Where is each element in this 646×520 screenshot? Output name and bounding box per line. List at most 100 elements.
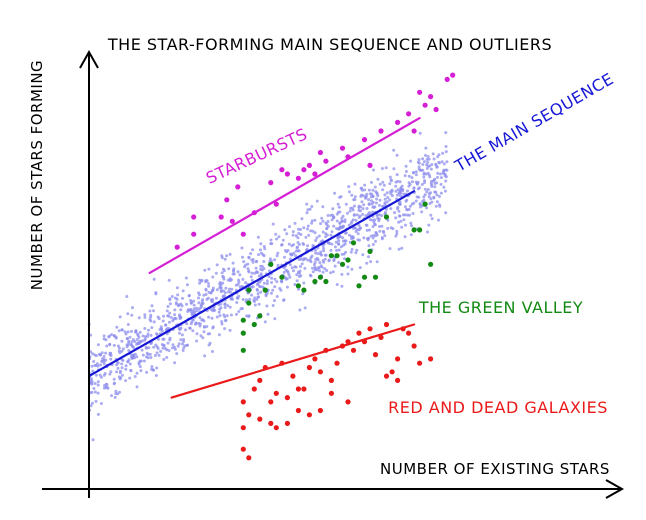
main-sequence-point xyxy=(148,352,152,356)
x-axis-arrowhead xyxy=(605,479,625,499)
main-sequence-point xyxy=(291,230,295,234)
main-sequence-point xyxy=(432,157,436,161)
main-sequence-point xyxy=(398,190,402,194)
main-sequence-point xyxy=(428,175,432,179)
main-sequence-point xyxy=(354,230,358,233)
starburst-point xyxy=(224,197,230,203)
main-sequence-point xyxy=(198,278,202,282)
main-sequence-point xyxy=(362,194,365,198)
main-sequence-point xyxy=(388,247,392,251)
main-sequence-point xyxy=(394,184,398,188)
main-sequence-point xyxy=(341,236,345,240)
main-sequence-point xyxy=(90,382,94,386)
main-sequence-point xyxy=(136,333,140,337)
main-sequence-point xyxy=(173,313,177,317)
main-sequence-point xyxy=(130,343,133,347)
main-sequence-point xyxy=(128,376,132,380)
main-sequence-point xyxy=(288,225,291,229)
main-sequence-point xyxy=(434,204,438,208)
main-sequence-point xyxy=(147,346,151,350)
main-sequence-point xyxy=(91,438,95,442)
main-sequence-point xyxy=(332,215,336,219)
main-sequence-point xyxy=(223,257,227,261)
main-sequence-point xyxy=(306,258,310,262)
main-sequence-point xyxy=(176,344,180,348)
main-sequence-point xyxy=(265,304,269,308)
main-sequence-point xyxy=(414,199,418,203)
main-sequence-point xyxy=(395,153,399,157)
main-sequence-point xyxy=(185,283,189,287)
main-sequence-point xyxy=(247,314,251,318)
main-sequence-point xyxy=(408,204,412,208)
main-sequence-point xyxy=(143,327,147,330)
main-sequence-point xyxy=(386,196,390,199)
main-sequence-point xyxy=(222,275,226,279)
main-sequence-point xyxy=(371,243,375,246)
main-sequence-point xyxy=(442,172,446,175)
main-sequence-point xyxy=(429,179,433,183)
main-sequence-point xyxy=(321,205,325,209)
main-sequence-point xyxy=(278,287,282,290)
main-sequence-point xyxy=(155,351,159,355)
main-sequence-point xyxy=(325,269,329,272)
green-valley-point xyxy=(240,347,246,353)
main-sequence-point xyxy=(227,267,231,271)
main-sequence-point xyxy=(426,230,429,234)
main-sequence-point xyxy=(203,354,207,358)
main-sequence-point xyxy=(318,269,322,273)
main-sequence-point xyxy=(178,314,182,318)
red-dead-point xyxy=(284,420,290,426)
main-sequence-point xyxy=(343,239,347,243)
main-sequence-point xyxy=(273,317,277,321)
main-sequence-point xyxy=(204,280,208,284)
main-sequence-point xyxy=(154,291,158,295)
starburst-point xyxy=(406,111,412,117)
starburst-point xyxy=(317,149,323,156)
main-sequence-point xyxy=(191,311,195,315)
main-sequence-point xyxy=(409,233,413,237)
main-sequence-point xyxy=(340,272,344,276)
main-sequence-point xyxy=(273,277,277,281)
main-sequence-point xyxy=(361,253,365,257)
main-sequence-point xyxy=(90,401,94,405)
main-sequence-point xyxy=(371,236,375,240)
main-sequence-point xyxy=(359,186,363,190)
main-sequence-point xyxy=(159,325,163,329)
main-sequence-point xyxy=(438,204,442,208)
main-sequence-point xyxy=(358,266,362,270)
main-sequence-point xyxy=(381,188,385,192)
main-sequence-point xyxy=(269,291,273,295)
main-sequence-point xyxy=(123,330,127,334)
main-sequence-point xyxy=(358,238,361,242)
main-sequence-point xyxy=(378,225,381,228)
main-sequence-point xyxy=(361,207,365,211)
red-dead-point xyxy=(383,321,390,328)
main-sequence-point xyxy=(293,221,297,225)
red-dead-point xyxy=(372,352,379,358)
main-sequence-point xyxy=(173,308,177,312)
main-sequence-point xyxy=(290,253,294,257)
main-sequence-point xyxy=(259,242,263,246)
starburst-point xyxy=(428,94,434,100)
red-dead-point xyxy=(306,364,312,371)
main-sequence-point xyxy=(237,310,241,313)
main-sequence-point xyxy=(347,185,351,189)
main-sequence-point xyxy=(211,350,214,353)
main-sequence-point xyxy=(120,339,124,343)
main-sequence-point xyxy=(335,219,339,223)
main-sequence-point xyxy=(273,299,276,303)
main-sequence-point xyxy=(417,158,421,162)
main-sequence-point xyxy=(130,329,133,333)
main-sequence-point xyxy=(381,180,385,184)
main-sequence-point xyxy=(340,219,344,223)
starburst-point xyxy=(339,145,346,151)
main-sequence-point xyxy=(276,263,280,267)
main-sequence-point xyxy=(390,179,393,183)
main-sequence-point xyxy=(399,219,403,223)
main-sequence-point xyxy=(302,257,306,261)
main-sequence-point xyxy=(92,387,96,390)
main-sequence-point xyxy=(288,263,292,267)
main-sequence-point xyxy=(322,246,325,250)
main-sequence-point xyxy=(442,185,446,189)
red-dead-point xyxy=(356,330,362,336)
